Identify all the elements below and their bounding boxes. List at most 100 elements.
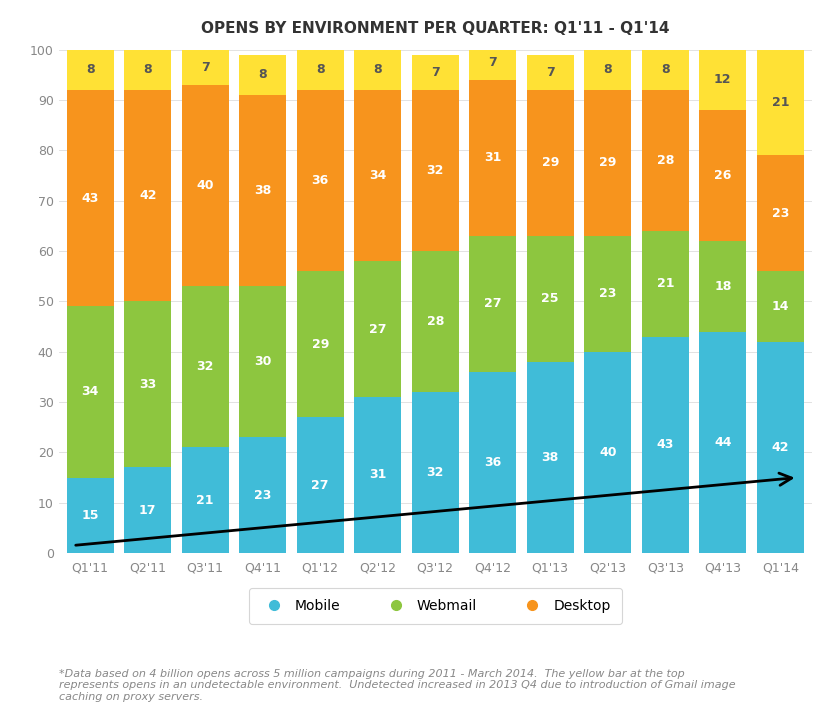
Bar [469,80,516,236]
Bar [67,90,114,306]
Bar [641,90,688,231]
Text: 7: 7 [487,56,497,69]
Text: 27: 27 [483,297,501,311]
Bar [526,236,573,362]
Text: 28: 28 [426,315,443,328]
Bar [526,55,573,90]
Text: 33: 33 [139,378,156,391]
Text: 21: 21 [771,96,788,109]
Text: 21: 21 [196,493,214,507]
Text: 42: 42 [771,441,788,454]
Text: 32: 32 [196,360,214,373]
Bar [296,90,344,271]
Legend: Mobile, Webmail, Desktop: Mobile, Webmail, Desktop [248,588,621,624]
Bar [181,447,228,553]
Text: 38: 38 [254,184,271,197]
Bar [354,261,400,397]
Text: 23: 23 [254,489,271,502]
Text: 42: 42 [139,189,156,202]
Text: 43: 43 [81,191,99,205]
Bar [584,90,630,236]
Text: 7: 7 [431,66,439,79]
Bar [411,251,458,392]
Bar [124,301,171,467]
Bar [239,95,286,286]
Text: 36: 36 [483,456,501,469]
Bar [698,50,746,110]
Text: 30: 30 [254,355,271,368]
Bar [756,155,803,271]
Bar [698,241,746,332]
Text: 7: 7 [545,66,554,79]
Text: 27: 27 [311,479,329,491]
Bar [181,286,228,447]
Bar [641,231,688,337]
Bar [469,372,516,553]
Text: 8: 8 [603,63,611,77]
Text: 12: 12 [713,73,731,86]
Text: 36: 36 [311,174,329,187]
Text: 25: 25 [541,292,558,306]
Text: 7: 7 [201,61,209,74]
Bar [239,437,286,553]
Bar [296,271,344,417]
Text: 23: 23 [599,287,615,301]
Bar [698,110,746,241]
Bar [469,236,516,372]
Text: 44: 44 [713,436,731,449]
Bar [756,271,803,342]
Text: 38: 38 [541,451,558,464]
Text: 34: 34 [369,169,386,182]
Text: 27: 27 [369,323,386,335]
Text: 26: 26 [713,169,731,182]
Bar [124,90,171,301]
Bar [354,397,400,553]
Text: 8: 8 [373,63,381,77]
Bar [641,50,688,90]
Text: *Data based on 4 billion opens across 5 million campaigns during 2011 - March 20: *Data based on 4 billion opens across 5 … [59,669,734,702]
Text: 17: 17 [139,503,156,517]
Bar [354,50,400,90]
Text: 14: 14 [771,300,788,313]
Text: 43: 43 [655,438,673,452]
Bar [756,50,803,155]
Text: 8: 8 [86,63,94,77]
Bar [526,90,573,236]
Text: 31: 31 [483,151,501,164]
Text: 40: 40 [599,446,616,459]
Bar [181,50,228,85]
Bar [239,286,286,437]
Text: 32: 32 [426,164,443,177]
Title: OPENS BY ENVIRONMENT PER QUARTER: Q1'11 - Q1'14: OPENS BY ENVIRONMENT PER QUARTER: Q1'11 … [201,21,669,36]
Bar [411,55,458,90]
Bar [411,392,458,553]
Bar [756,342,803,553]
Text: 29: 29 [599,157,615,169]
Text: 34: 34 [81,386,99,398]
Bar [296,417,344,553]
Bar [181,85,228,286]
Bar [124,467,171,553]
Bar [584,352,630,553]
Text: 32: 32 [426,466,443,479]
Bar [67,306,114,478]
Bar [124,50,171,90]
Text: 8: 8 [143,63,152,77]
Text: 15: 15 [81,509,99,522]
Bar [354,90,400,261]
Bar [641,337,688,553]
Text: 29: 29 [541,157,558,169]
Text: 31: 31 [369,469,386,481]
Text: 21: 21 [655,277,673,290]
Text: 8: 8 [315,63,324,77]
Bar [469,45,516,80]
Text: 8: 8 [258,68,267,82]
Text: 23: 23 [771,207,788,220]
Bar [526,362,573,553]
Text: 29: 29 [311,337,329,351]
Bar [296,50,344,90]
Text: 28: 28 [655,154,673,167]
Bar [411,90,458,251]
Bar [67,50,114,90]
Bar [584,236,630,352]
